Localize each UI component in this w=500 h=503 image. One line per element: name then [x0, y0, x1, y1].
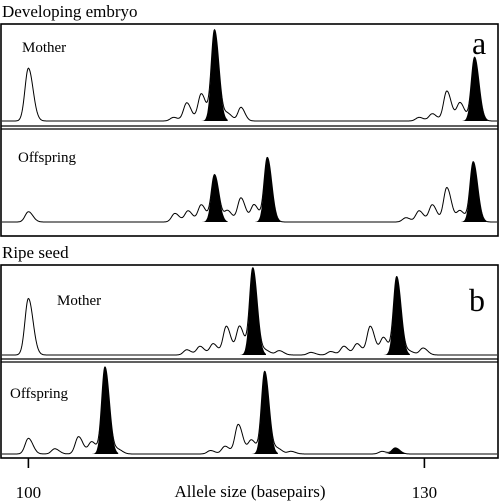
trace-line: [2, 156, 497, 223]
peak-filled-11: [461, 57, 488, 121]
panel-letter-a: a: [472, 25, 486, 61]
panel-1-a: Mother: [2, 28, 497, 122]
peak-filled-4: [201, 174, 228, 222]
traces: Mother Offspring Mother Offspring: [2, 28, 497, 455]
trace-line: [2, 28, 497, 122]
x-axis-label: Allele size (basepairs): [174, 482, 325, 501]
peak-filled-10: [251, 371, 278, 454]
x-axis: 100 130: [16, 458, 438, 502]
panel-label-mother: Mother: [22, 40, 66, 56]
peak-filled-6: [239, 268, 266, 355]
trace-line: [2, 366, 497, 455]
peak-filled-8: [254, 157, 281, 222]
peak-filled-4: [91, 367, 119, 454]
peak-filled-14: [460, 161, 487, 222]
trace-line: [2, 267, 497, 356]
panel-label-offspring: Offspring: [10, 386, 69, 402]
peak-filled-15: [383, 276, 410, 355]
panel-label-mother: Mother: [57, 293, 101, 309]
panel-3-b: Mother: [2, 267, 497, 356]
section-b-frame: [0, 264, 499, 459]
panel-4-b: Offspring: [2, 366, 497, 455]
peak-filled-4: [201, 30, 228, 121]
section-a-frame: [0, 23, 499, 237]
section-a-title: Developing embryo: [2, 2, 138, 21]
x-tick-label-0: 100: [16, 483, 42, 502]
panel-letter-b: b: [469, 282, 485, 318]
x-tick-label-1: 130: [412, 483, 438, 502]
section-b-title: Ripe seed: [2, 243, 69, 262]
panel-label-offspring: Offspring: [18, 150, 77, 166]
panel-2-a: Offspring: [2, 150, 497, 223]
